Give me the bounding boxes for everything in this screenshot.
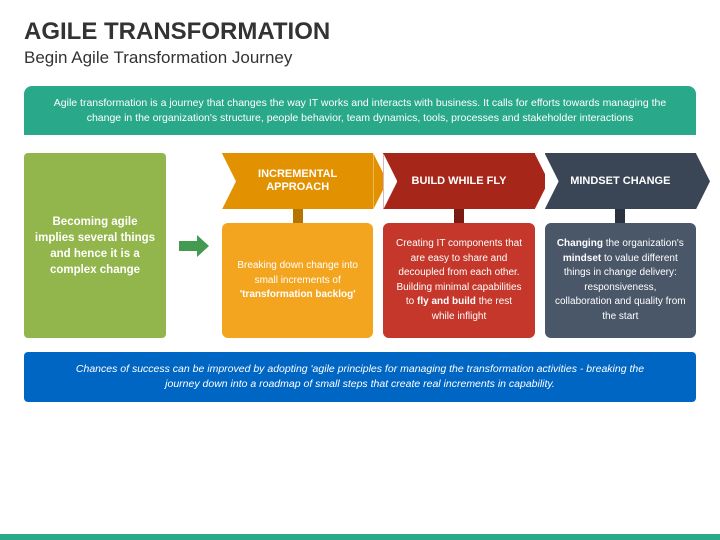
connector (293, 209, 303, 223)
chevron-incremental: INCREMENTAL APPROACH (222, 153, 373, 209)
chevron-build: BUILD WHILE FLY (383, 153, 534, 209)
column-incremental: INCREMENTAL APPROACH Breaking down chang… (222, 153, 373, 338)
chevron-label: BUILD WHILE FLY (412, 175, 507, 188)
arrow-connector (176, 153, 212, 338)
card-text: Creating IT components that are easy to … (393, 237, 524, 324)
complex-change-text: Becoming agile implies several things an… (34, 214, 156, 278)
card-build: Creating IT components that are easy to … (383, 223, 534, 338)
bottom-accent-bar (0, 534, 720, 540)
card-mindset: Changing the organization's mindset to v… (545, 223, 696, 338)
connector (615, 209, 625, 223)
page-subtitle: Begin Agile Transformation Journey (24, 48, 696, 68)
main-row: Becoming agile implies several things an… (24, 153, 696, 338)
chevron-label: MINDSET CHANGE (570, 175, 670, 188)
column-mindset: MINDSET CHANGE Changing the organization… (545, 153, 696, 338)
columns-container: INCREMENTAL APPROACH Breaking down chang… (222, 153, 696, 338)
page-title: AGILE TRANSFORMATION (24, 18, 696, 46)
card-text: Changing the organization's mindset to v… (555, 237, 686, 324)
chevron-label: INCREMENTAL APPROACH (232, 168, 363, 194)
header: AGILE TRANSFORMATION Begin Agile Transfo… (0, 0, 720, 76)
intro-banner: Agile transformation is a journey that c… (24, 86, 696, 135)
connector (454, 209, 464, 223)
card-text: Breaking down change into small incremen… (232, 259, 363, 303)
card-incremental: Breaking down change into small incremen… (222, 223, 373, 338)
complex-change-box: Becoming agile implies several things an… (24, 153, 166, 338)
column-build: BUILD WHILE FLY Creating IT components t… (383, 153, 534, 338)
arrow-right-icon (179, 235, 209, 257)
chevron-mindset: MINDSET CHANGE (545, 153, 696, 209)
footer-banner: Chances of success can be improved by ad… (24, 352, 696, 401)
